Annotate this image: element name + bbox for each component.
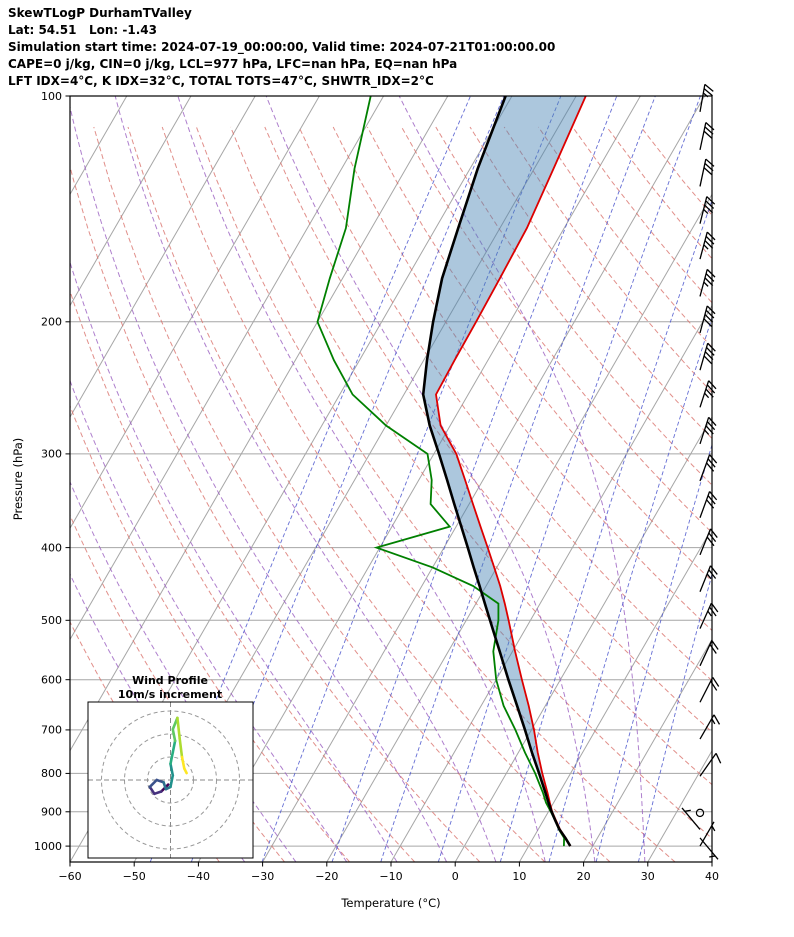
- x-tick-label: −20: [315, 870, 338, 883]
- sounding-profiles: [316, 96, 587, 847]
- x-tick-label: −50: [123, 870, 146, 883]
- stability-line-1: CAPE=0 j/kg, CIN=0 j/kg, LCL=977 hPa, LF…: [8, 57, 458, 71]
- hodograph-title-line2: 10m/s increment: [118, 688, 222, 701]
- plot-title: SkewTLogP DurhamTValley: [8, 6, 192, 20]
- x-tick-label: −40: [187, 870, 210, 883]
- y-tick-label: 200: [41, 316, 62, 329]
- x-tick-label: −30: [251, 870, 274, 883]
- y-tick-label: 700: [41, 724, 62, 737]
- y-axis-label: Pressure (hPa): [11, 438, 25, 521]
- hodograph-range-ring: [101, 710, 240, 850]
- hodograph-title-line1: Wind Profile: [132, 674, 208, 687]
- x-tick-label: 30: [641, 870, 655, 883]
- x-tick-label: 20: [577, 870, 591, 883]
- time-line: Simulation start time: 2024-07-19_00:00:…: [8, 40, 556, 54]
- x-tick-label: −60: [58, 870, 81, 883]
- hodograph-trace: [148, 716, 188, 796]
- x-tick-label: 0: [452, 870, 459, 883]
- hodograph-inset: [87, 701, 254, 859]
- wind-barbs: [681, 83, 722, 860]
- y-tick-label: 400: [41, 541, 62, 554]
- y-tick-label: 500: [41, 614, 62, 627]
- calm-wind-circle: [695, 808, 705, 818]
- axes-ticks: −60 −50 −40 −30 −20 −10 0 10 20 30 40 100 200 300 400 5…: [34, 90, 719, 883]
- x-axis-label: Temperature (°C): [340, 896, 440, 910]
- x-tick-label: 10: [512, 870, 526, 883]
- y-tick-label: 900: [41, 806, 62, 819]
- y-tick-label: 300: [41, 448, 62, 461]
- stability-line-2: LFT IDX=4°C, K IDX=32°C, TOTAL TOTS=47°C…: [8, 74, 434, 88]
- x-tick-label: −10: [379, 870, 402, 883]
- hodograph-range-ring: [147, 756, 194, 804]
- y-tick-label: 100: [41, 90, 62, 103]
- shaded-area: [423, 96, 586, 847]
- hodograph-range-ring: [124, 733, 217, 827]
- header-block: SkewTLogP DurhamTValley Lat: 54.51 Lon: …: [8, 5, 555, 90]
- dewpoint-line: [316, 96, 566, 847]
- y-tick-label: 600: [41, 673, 62, 686]
- x-tick-label: 40: [705, 870, 719, 883]
- y-tick-label: 1000: [34, 840, 62, 853]
- parcel-line: [421, 96, 572, 847]
- hodograph-border: [87, 701, 254, 859]
- location-line: Lat: 54.51 Lon: -1.43: [8, 23, 157, 37]
- y-tick-label: 800: [41, 767, 62, 780]
